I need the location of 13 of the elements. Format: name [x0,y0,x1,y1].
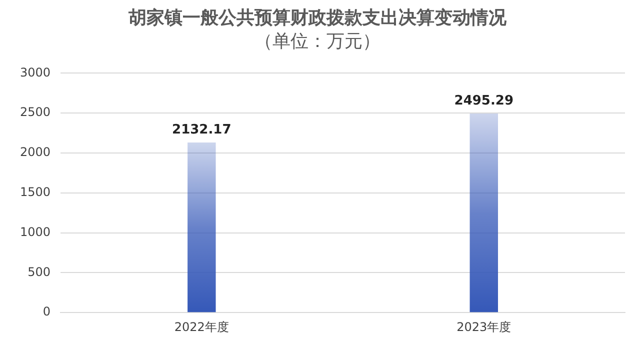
data-label: 2495.29 [454,93,514,108]
x-tick-label: 2022年度 [174,320,229,334]
y-tick-label: 2000 [20,145,51,160]
chart-subtitle: （单位：万元） [254,31,380,52]
y-tick-label: 0 [42,304,51,319]
y-tick-label: 1500 [20,185,51,200]
y-tick-label: 1000 [20,224,51,239]
y-tick-label: 3000 [20,65,51,80]
x-tick-label: 2023年度 [456,320,512,334]
y-tick-label: 2500 [20,105,51,120]
y-tick-label: 500 [28,264,51,279]
chart-title: 胡家镇一般公共预算财政拨款支出决算变动情况 [128,7,508,28]
data-label: 2132.17 [172,122,232,138]
